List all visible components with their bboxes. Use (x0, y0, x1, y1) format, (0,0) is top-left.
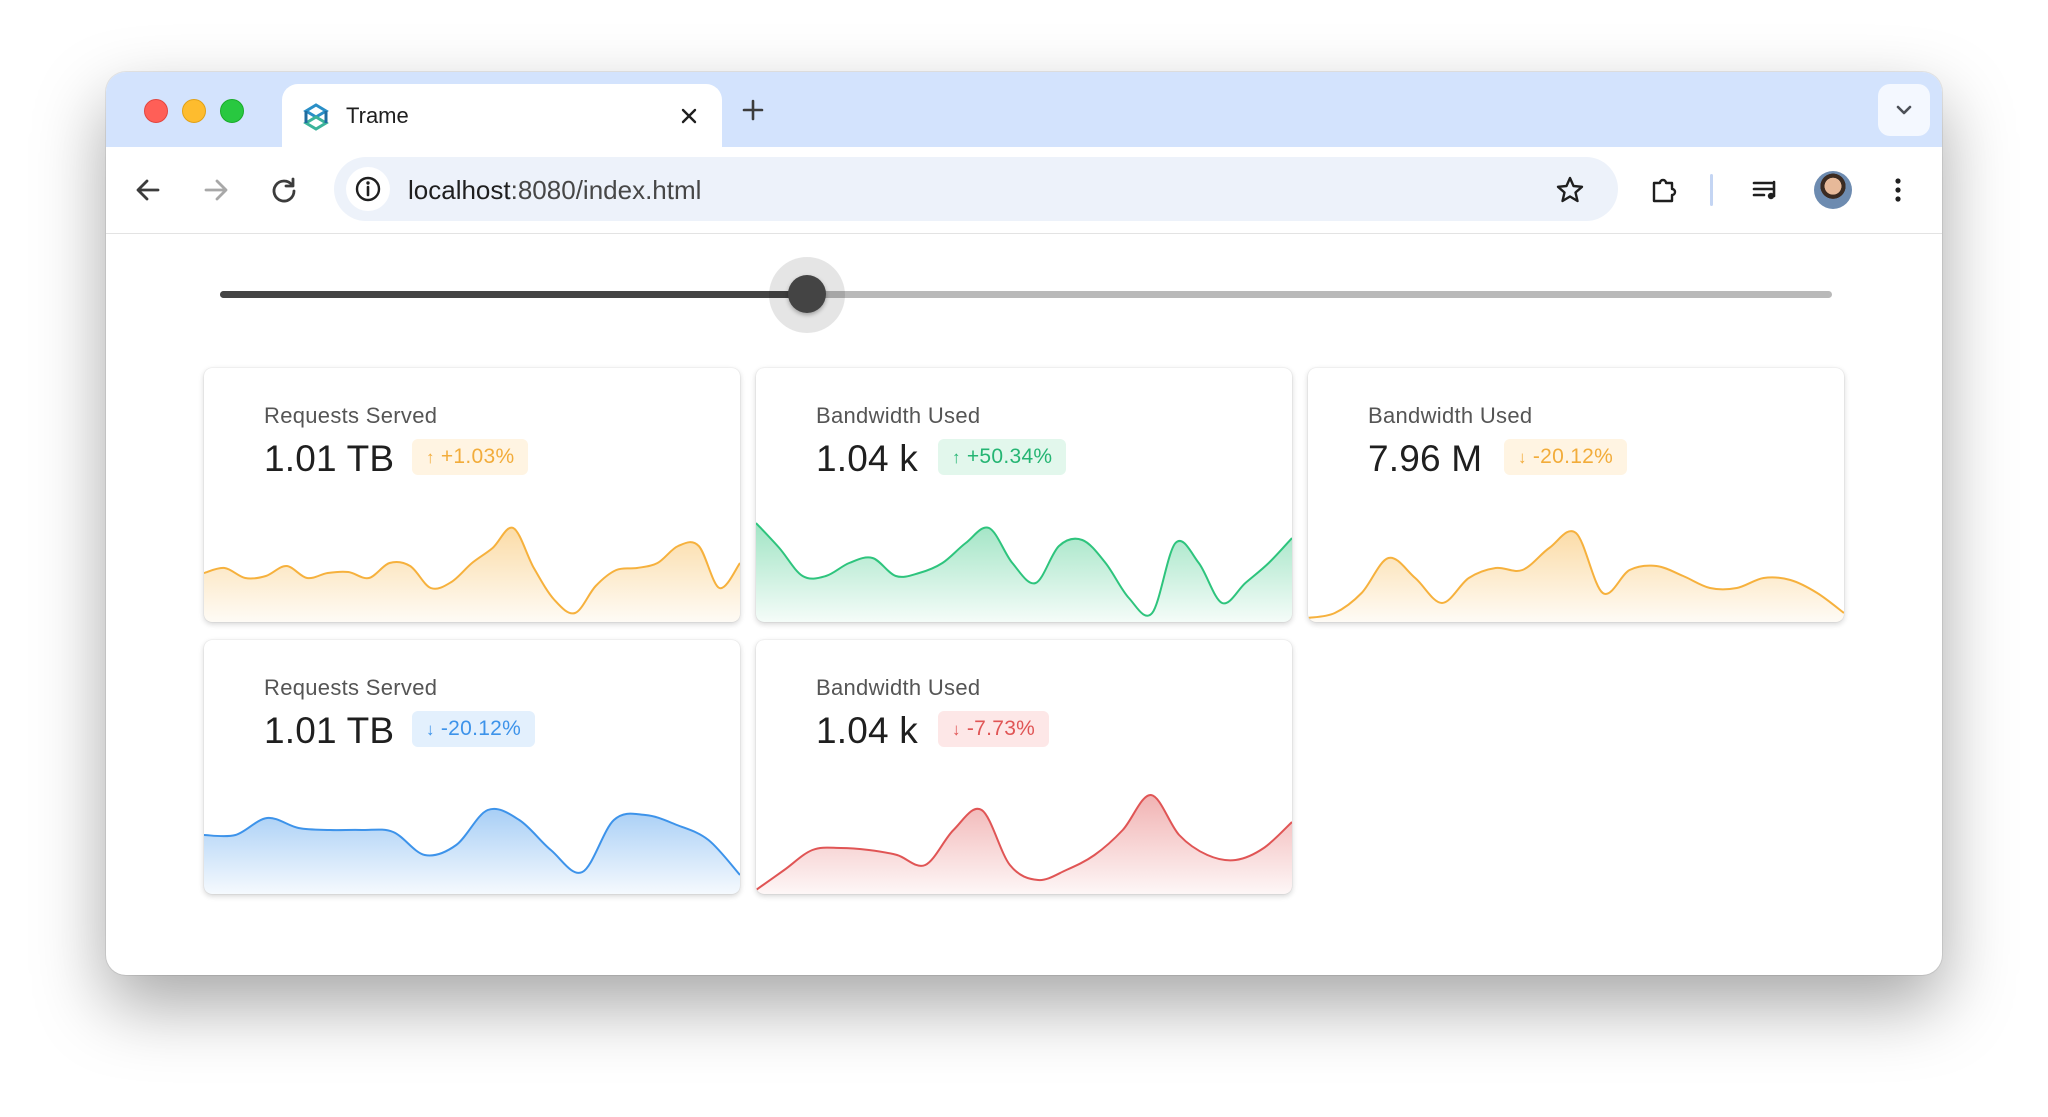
trend-badge: ↑ +50.34% (938, 439, 1067, 475)
site-info-icon[interactable] (346, 167, 390, 211)
forward-button[interactable] (194, 168, 238, 212)
slider-thumb[interactable] (787, 275, 826, 313)
stat-card-label: Requests Served (264, 675, 438, 700)
trend-badge: ↓ -20.12% (1504, 439, 1628, 475)
sparkline-line (204, 526, 740, 615)
stat-card-label: Bandwidth Used (816, 675, 981, 700)
tab-title: Trame (346, 103, 409, 128)
arrow-left-icon (136, 179, 160, 201)
media-control-button[interactable] (1744, 168, 1788, 212)
browser-menu-button[interactable] (1876, 168, 1920, 212)
url-path: :8080/index.html (510, 175, 702, 205)
sparkline-chart (204, 807, 740, 894)
trend-badge: ↑ +1.03% (412, 439, 529, 475)
arrow-right-icon (204, 179, 228, 201)
close-tab-icon[interactable] (674, 101, 704, 131)
chevron-down-icon (1896, 105, 1912, 115)
toolbar-divider (1710, 174, 1713, 206)
sparkline-area (204, 527, 740, 622)
arrow-down-icon: ↓ (1518, 448, 1527, 467)
range-slider[interactable] (220, 257, 1832, 333)
trend-badge-text: -20.12% (1532, 445, 1614, 468)
profile-avatar[interactable] (1814, 171, 1852, 209)
sparkline-line (204, 807, 740, 876)
address-bar[interactable]: localhost:8080/index.html (334, 157, 1618, 221)
slider-fill (220, 291, 807, 298)
minimize-window-button[interactable] (182, 99, 206, 123)
stat-card-label: Bandwidth Used (1368, 403, 1533, 428)
arrow-down-icon: ↓ (952, 720, 961, 739)
bookmark-star-icon[interactable] (1548, 168, 1592, 212)
stat-card-value: 7.96 M (1368, 438, 1483, 479)
trend-badge: ↓ -7.73% (938, 711, 1050, 747)
stat-card: Bandwidth Used 1.04 k ↓ -7.73% (756, 640, 1292, 894)
browser-window: Trame localhost:8080/index.html (106, 72, 1942, 975)
url-host: localhost (408, 175, 511, 205)
slider-track[interactable] (220, 291, 1832, 298)
sparkline-chart (756, 522, 1292, 622)
new-tab-button[interactable] (736, 93, 770, 127)
playlist-music-icon (1752, 180, 1776, 200)
close-window-button[interactable] (144, 99, 168, 123)
stat-card: Requests Served 1.01 TB ↓ -20.12% (204, 640, 740, 894)
trend-badge-text: -20.12% (440, 717, 522, 740)
stat-card-label: Bandwidth Used (816, 403, 981, 428)
extensions-button[interactable] (1642, 168, 1686, 212)
tab-trame[interactable]: Trame (282, 84, 722, 147)
sparkline-line (1308, 530, 1844, 619)
back-button[interactable] (126, 168, 170, 212)
kebab-menu-icon (1895, 178, 1901, 202)
browser-toolbar: localhost:8080/index.html (106, 147, 1942, 234)
stat-card: Bandwidth Used 7.96 M ↓ -20.12% (1308, 368, 1844, 622)
sparkline-chart (204, 526, 740, 622)
trend-badge-text: -7.73% (966, 717, 1036, 740)
url-text[interactable]: localhost:8080/index.html (408, 175, 701, 206)
arrow-up-icon: ↑ (952, 448, 961, 467)
sparkline-line (756, 794, 1292, 891)
stat-card-value: 1.01 TB (264, 438, 395, 479)
tab-strip: Trame (106, 72, 1942, 147)
sparkline-line (756, 522, 1292, 617)
page-content: Requests Served 1.01 TB ↑ +1.03% Bandwidth U… (106, 233, 1942, 975)
stat-card-value: 1.04 k (816, 710, 918, 751)
stat-card: Bandwidth Used 1.04 k ↑ +50.34% (756, 368, 1292, 622)
stat-card-value: 1.01 TB (264, 710, 395, 751)
sparkline-chart (1308, 530, 1844, 622)
maximize-window-button[interactable] (220, 99, 244, 123)
puzzle-piece-icon (1652, 178, 1677, 203)
trend-badge-text: +50.34% (966, 445, 1053, 468)
sparkline-area (756, 794, 1292, 894)
trend-badge: ↓ -20.12% (412, 711, 536, 747)
reload-icon (272, 177, 296, 203)
sparkline-area (1308, 531, 1844, 622)
tab-search-button[interactable] (1878, 84, 1930, 136)
reload-button[interactable] (262, 168, 306, 212)
stat-card-value: 1.04 k (816, 438, 918, 479)
stat-card: Requests Served 1.01 TB ↑ +1.03% (204, 368, 740, 622)
arrow-up-icon: ↑ (426, 448, 435, 467)
arrow-down-icon: ↓ (426, 720, 435, 739)
trame-logo-icon (300, 101, 332, 133)
sparkline-area (756, 523, 1292, 622)
sparkline-chart (756, 794, 1292, 894)
stat-card-label: Requests Served (264, 403, 438, 428)
trend-badge-text: +1.03% (440, 445, 515, 468)
